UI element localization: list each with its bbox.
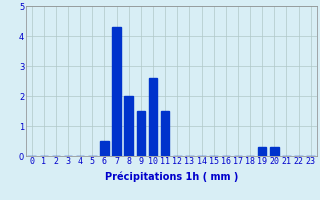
Bar [258, 147, 267, 156]
Bar [270, 147, 279, 156]
Bar [137, 111, 145, 156]
Bar [100, 141, 109, 156]
X-axis label: Précipitations 1h ( mm ): Précipitations 1h ( mm ) [105, 172, 238, 182]
Bar [124, 96, 133, 156]
Bar [149, 78, 157, 156]
Bar [112, 27, 121, 156]
Bar [161, 111, 169, 156]
